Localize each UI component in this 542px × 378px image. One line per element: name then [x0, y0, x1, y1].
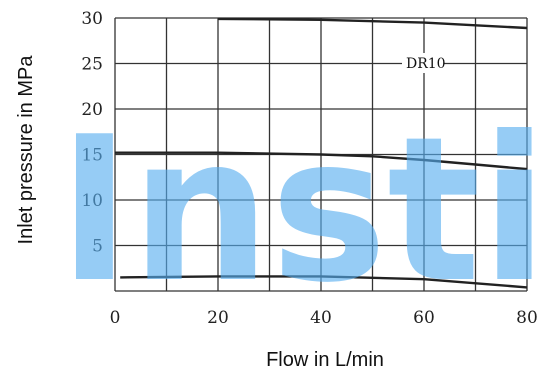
x-tick-labels: 0 20 40 60 80	[110, 308, 538, 328]
y-tick-label: 25	[81, 55, 103, 75]
x-tick-label: 60	[413, 308, 435, 328]
x-axis-title: Flow in L/min	[266, 349, 384, 371]
x-tick-label: 0	[110, 308, 121, 328]
series-line-3	[120, 275, 528, 289]
series-lines	[115, 17, 528, 289]
y-axis-title: Inlet pressure in MPa	[15, 55, 37, 245]
y-tick-labels: 5 10 15 20 25 30	[81, 9, 103, 257]
series-line-1	[217, 17, 528, 30]
y-tick-label: 5	[92, 237, 103, 257]
y-tick-label: 30	[81, 9, 103, 29]
series-line-2	[115, 151, 528, 171]
annotation-background	[402, 53, 444, 73]
annotation: DR10	[402, 53, 446, 73]
x-tick-label: 80	[516, 308, 538, 328]
dr10-label: DR10	[406, 56, 446, 72]
y-tick-label: 15	[81, 146, 103, 166]
y-tick-label: 20	[81, 100, 103, 120]
y-tick-label: 10	[81, 191, 103, 211]
watermark: Insti	[58, 94, 542, 327]
x-tick-label: 40	[310, 308, 332, 328]
x-tick-label: 20	[207, 308, 229, 328]
